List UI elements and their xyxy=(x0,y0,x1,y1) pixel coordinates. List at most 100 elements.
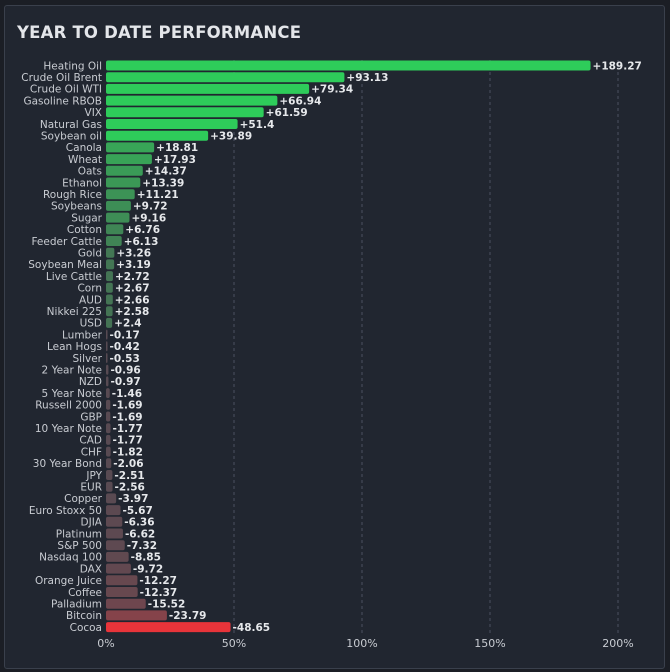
category-label: Copper xyxy=(64,493,103,505)
value-label: +189.27 xyxy=(593,60,642,72)
category-label: JPY xyxy=(85,470,102,482)
bar xyxy=(106,364,109,375)
bar xyxy=(106,317,113,328)
bar xyxy=(106,154,152,165)
value-label: -1.69 xyxy=(112,411,142,423)
category-label: Platinum xyxy=(56,528,102,540)
value-label: +2.72 xyxy=(115,271,150,283)
value-label: +13.39 xyxy=(142,177,184,189)
value-label: +2.67 xyxy=(115,283,150,295)
category-label: Palladium xyxy=(51,599,102,611)
category-label: DAX xyxy=(80,563,102,575)
category-label: Corn xyxy=(77,283,102,295)
value-label: +79.34 xyxy=(311,84,353,96)
value-label: -0.96 xyxy=(110,365,140,377)
bar xyxy=(106,563,131,574)
category-label: Ethanol xyxy=(62,177,102,189)
bar xyxy=(106,119,238,129)
value-label: -1.82 xyxy=(113,446,143,458)
bar xyxy=(106,142,155,153)
bar xyxy=(106,107,264,118)
category-label: Orange Juice xyxy=(35,575,102,587)
x-axis: 0% 50% 100% 150% 200% xyxy=(97,637,633,650)
bar xyxy=(106,446,111,457)
bar xyxy=(106,376,109,387)
bar xyxy=(106,306,113,317)
bar xyxy=(106,470,113,480)
value-label: -9.72 xyxy=(133,563,163,575)
value-label: +3.19 xyxy=(116,259,151,271)
bar xyxy=(106,329,108,340)
value-label: -7.32 xyxy=(127,540,157,552)
value-label: -12.27 xyxy=(139,575,177,587)
category-label: Natural Gas xyxy=(40,119,102,131)
bar xyxy=(106,177,141,188)
value-label: -2.56 xyxy=(115,482,145,494)
value-label: -1.77 xyxy=(113,435,143,447)
bar xyxy=(106,481,113,492)
bar xyxy=(106,551,129,562)
category-label: Gasoline RBOB xyxy=(23,95,102,107)
category-label: CHF xyxy=(81,446,102,458)
value-label: -1.46 xyxy=(112,388,142,400)
category-label: GBP xyxy=(80,411,102,423)
category-label: Bitcoin xyxy=(66,610,102,622)
value-label: -6.36 xyxy=(124,517,154,529)
bar xyxy=(106,224,124,235)
value-label: -1.77 xyxy=(113,423,143,435)
value-label: +6.13 xyxy=(124,236,159,248)
value-label: +51.4 xyxy=(240,119,275,131)
bar xyxy=(106,540,125,551)
value-label: -0.42 xyxy=(110,341,140,353)
bar xyxy=(106,528,123,539)
category-label: Lumber xyxy=(62,329,103,341)
category-label: EUR xyxy=(80,482,102,494)
category-label: Oats xyxy=(78,166,102,178)
category-label: Sugar xyxy=(71,212,102,224)
bar xyxy=(106,399,111,410)
category-label: Nikkei 225 xyxy=(47,306,102,318)
bar xyxy=(106,271,113,282)
category-label: NZD xyxy=(79,376,102,388)
bar xyxy=(106,259,115,270)
grid-lines xyxy=(233,60,619,633)
category-label: Feeder Cattle xyxy=(31,236,102,248)
bar xyxy=(106,423,111,434)
bar xyxy=(106,341,108,352)
category-label: Rough Rice xyxy=(43,189,102,201)
category-label: Soybeans xyxy=(51,201,102,213)
category-label: USD xyxy=(80,318,102,330)
value-label: +6.76 xyxy=(125,224,160,236)
bar xyxy=(106,83,310,94)
bar xyxy=(106,353,108,363)
x-tick-label: 50% xyxy=(222,637,246,650)
bar xyxy=(106,282,113,293)
value-label: +61.59 xyxy=(266,107,308,119)
bars-group xyxy=(106,60,591,633)
category-label: Soybean oil xyxy=(41,131,102,143)
chart-title: YEAR TO DATE PERFORMANCE xyxy=(17,23,302,42)
value-label: +66.94 xyxy=(279,95,321,107)
bar xyxy=(106,493,117,504)
category-label: Cotton xyxy=(67,224,102,236)
category-label: Heating Oil xyxy=(43,60,102,72)
value-label: +9.72 xyxy=(133,201,168,213)
bar xyxy=(106,622,231,633)
category-label: 30 Year Bond xyxy=(33,458,102,470)
category-label: Crude Oil Brent xyxy=(21,72,102,84)
category-label: Wheat xyxy=(68,154,102,166)
value-label: -8.85 xyxy=(131,552,161,564)
bar xyxy=(106,189,135,200)
category-label: Canola xyxy=(66,142,102,154)
category-label: Euro Stoxx 50 xyxy=(29,505,102,517)
value-label: +3.26 xyxy=(116,248,151,260)
bar xyxy=(106,72,345,83)
category-label: 10 Year Note xyxy=(35,423,102,435)
bar xyxy=(106,165,143,176)
x-tick-label: 0% xyxy=(97,637,114,650)
bar xyxy=(106,575,138,586)
value-label: -48.65 xyxy=(233,622,271,634)
category-label: S&P 500 xyxy=(57,540,102,552)
